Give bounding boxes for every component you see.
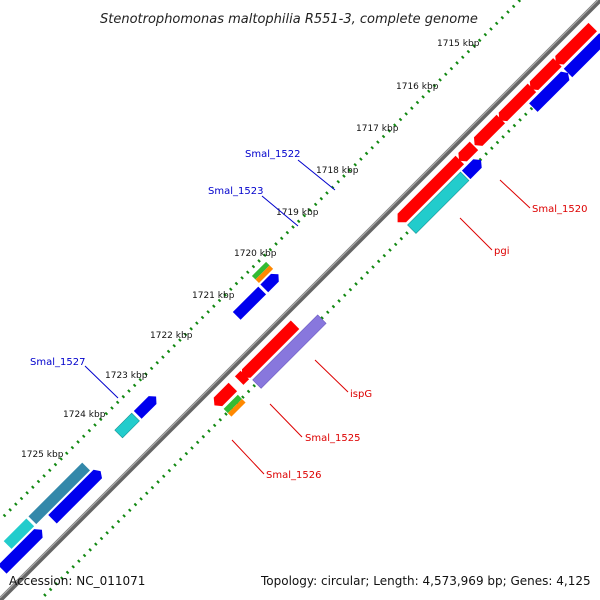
lane-outer: [3, 261, 282, 549]
scale-tick-label: 1716 kbp: [396, 82, 439, 92]
gene-arrow-reverse-2[interactable]: [260, 270, 282, 293]
gene-red-right-3[interactable]: [495, 83, 537, 125]
outer-tick-line: [0, 0, 522, 522]
label-ispg[interactable]: ispG: [350, 389, 372, 400]
callout-line-smal-1527: [84, 365, 119, 399]
label-pgi[interactable]: pgi: [494, 246, 509, 257]
gene-ispg-red[interactable]: [238, 320, 300, 383]
gene-red-right-4[interactable]: [526, 58, 562, 93]
label-smal-1520[interactable]: Smal_1520: [532, 204, 587, 215]
lane-inner-blue: [0, 467, 105, 574]
label-smal-1525[interactable]: Smal_1525: [305, 433, 360, 444]
accession-text: Accession: NC_011071: [9, 574, 145, 588]
gene-blue-right-1[interactable]: [529, 69, 572, 112]
scale-tick-label: 1719 kbp: [276, 208, 319, 218]
gene-red-mid[interactable]: [234, 370, 250, 385]
gene-ispg[interactable]: [252, 314, 327, 389]
scale-tick-label: 1718 kbp: [316, 166, 359, 176]
callout-line-smal-1522: [297, 159, 336, 191]
callout-line-smal-1525: [269, 403, 303, 438]
gene-red-far-left[interactable]: [210, 382, 238, 410]
scale-tick-label: 1725 kbp: [21, 450, 64, 460]
gene-red-right-1[interactable]: [455, 141, 479, 165]
scale-tick-label: 1721 kbp: [192, 291, 235, 301]
gene-blue-pgi-adj[interactable]: [461, 156, 485, 180]
gene-pgi[interactable]: [407, 171, 470, 234]
gene-smal-1526-orange[interactable]: [227, 398, 246, 417]
gene-blue-mid[interactable]: [0, 526, 46, 574]
scale-tick-label: 1720 kbp: [234, 249, 277, 259]
callout-line-smal-1523: [261, 195, 299, 227]
label-smal-1523[interactable]: Smal_1523: [208, 186, 263, 197]
gene-blue-right-2[interactable]: [563, 31, 600, 78]
scale-tick-label: 1723 kbp: [105, 371, 148, 381]
gene-labels: Smal_1522 Smal_1523 Smal_1527 Smal_1520 …: [30, 149, 587, 481]
gene-smal-1526-green[interactable]: [223, 394, 243, 414]
feature-lanes: [0, 22, 600, 574]
callouts: [84, 159, 531, 475]
lane-forward: [210, 22, 597, 410]
scale-tick-label: 1722 kbp: [150, 331, 193, 341]
gene-smal-1520[interactable]: [393, 155, 465, 227]
gene-red-right-5[interactable]: [552, 22, 597, 68]
scale-tick-label: 1715 kbp: [437, 39, 480, 49]
scale-tick-label: 1724 kbp: [63, 410, 106, 420]
label-smal-1522[interactable]: Smal_1522: [245, 149, 300, 160]
lane-inner: [223, 31, 600, 417]
callout-line-smal-1526: [231, 439, 265, 475]
gene-smal-1527[interactable]: [114, 412, 140, 439]
gene-arrow-reverse[interactable]: [133, 393, 160, 419]
gene-rna-left[interactable]: [28, 462, 90, 525]
callout-line-pgi: [459, 217, 493, 251]
scale-tick-label: 1717 kbp: [356, 124, 399, 134]
gene-smal-1522-orange[interactable]: [255, 265, 274, 284]
scale-ticks: 1715 kbp 1716 kbp 1717 kbp 1718 kbp 1719…: [21, 39, 480, 460]
callout-line-ispg: [314, 359, 349, 393]
gene-smal-1523[interactable]: [232, 286, 267, 320]
callout-line-smal-1520: [499, 179, 531, 209]
map-title: Stenotrophomonas maltophilia R551-3, com…: [100, 12, 478, 27]
topology-text: Topology: circular; Length: 4,573,969 bp…: [260, 574, 591, 588]
label-smal-1527[interactable]: Smal_1527: [30, 357, 85, 368]
label-smal-1526[interactable]: Smal_1526: [266, 470, 321, 481]
gene-rna-left-edge[interactable]: [3, 518, 35, 549]
gene-red-right-2[interactable]: [470, 114, 506, 150]
gene-blue-left[interactable]: [48, 467, 105, 524]
gene-smal-1522-green[interactable]: [251, 261, 270, 280]
